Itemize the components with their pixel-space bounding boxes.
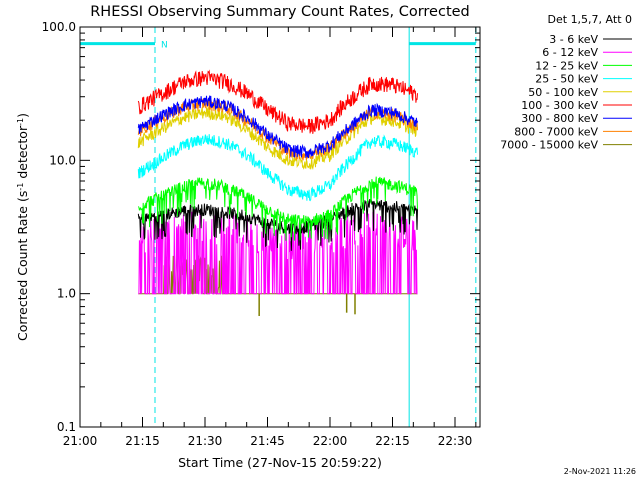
y-tick-label: 0.1 (57, 420, 76, 434)
legend-label: 3 - 6 keV (549, 33, 598, 46)
y-tick-label: 1.0 (57, 287, 76, 301)
series-line-3 (137, 134, 418, 202)
legend-header: Det 1,5,7, Att 0 (548, 13, 632, 26)
series-line-1 (138, 209, 418, 295)
series-line-4 (137, 106, 418, 171)
series-line-6 (137, 95, 418, 159)
y-axis-label-main: Corrected Count Rate (s (15, 191, 30, 341)
x-tick-label: 21:45 (250, 434, 285, 448)
y-tick-label: 100.0 (42, 20, 76, 34)
flag-label: N (161, 41, 168, 51)
x-tick-label: 21:30 (188, 434, 223, 448)
legend-label: 12 - 25 keV (535, 59, 598, 72)
x-tick-label: 22:00 (313, 434, 348, 448)
y-axis-label-sup2: -1 (16, 118, 25, 126)
y-tick-label: 10.0 (49, 153, 76, 167)
x-tick-label: 22:30 (438, 434, 473, 448)
x-axis: 21:00 21:15 21:30 21:45 22:00 22:15 22:30 (63, 27, 477, 448)
series-line-2 (137, 176, 418, 241)
legend-label: 300 - 800 keV (521, 112, 598, 125)
legend-label: 50 - 100 keV (528, 86, 598, 99)
plot-area: N (79, 27, 477, 427)
footer-date: 2-Nov-2021 11:26 (564, 467, 636, 476)
legend-label: 6 - 12 keV (542, 46, 598, 59)
legend-label: 25 - 50 keV (535, 73, 598, 86)
y-axis-label-end: ) (15, 113, 30, 118)
legend-label: 100 - 300 keV (521, 99, 598, 112)
x-tick-label: 21:15 (125, 434, 160, 448)
y-axis-label: Corrected Count Rate (s-1 detector-1) (15, 113, 30, 341)
series-line-5 (137, 69, 418, 134)
chart-title: RHESSI Observing Summary Count Rates, Co… (90, 4, 470, 20)
y-axis-label-sup1: -1 (16, 183, 25, 191)
legend-label: 7000 - 15000 keV (500, 139, 598, 152)
x-tick-label: 22:15 (375, 434, 410, 448)
x-tick-label: 21:00 (63, 434, 98, 448)
y-axis-label-mid: detector (15, 125, 30, 183)
y-axis: 0.1 1.0 10.0 100.0 (42, 20, 480, 434)
legend-label: 800 - 7000 keV (514, 125, 598, 138)
x-axis-label: Start Time (27-Nov-15 20:59:22) (178, 455, 382, 470)
plot-frame (79, 26, 481, 428)
